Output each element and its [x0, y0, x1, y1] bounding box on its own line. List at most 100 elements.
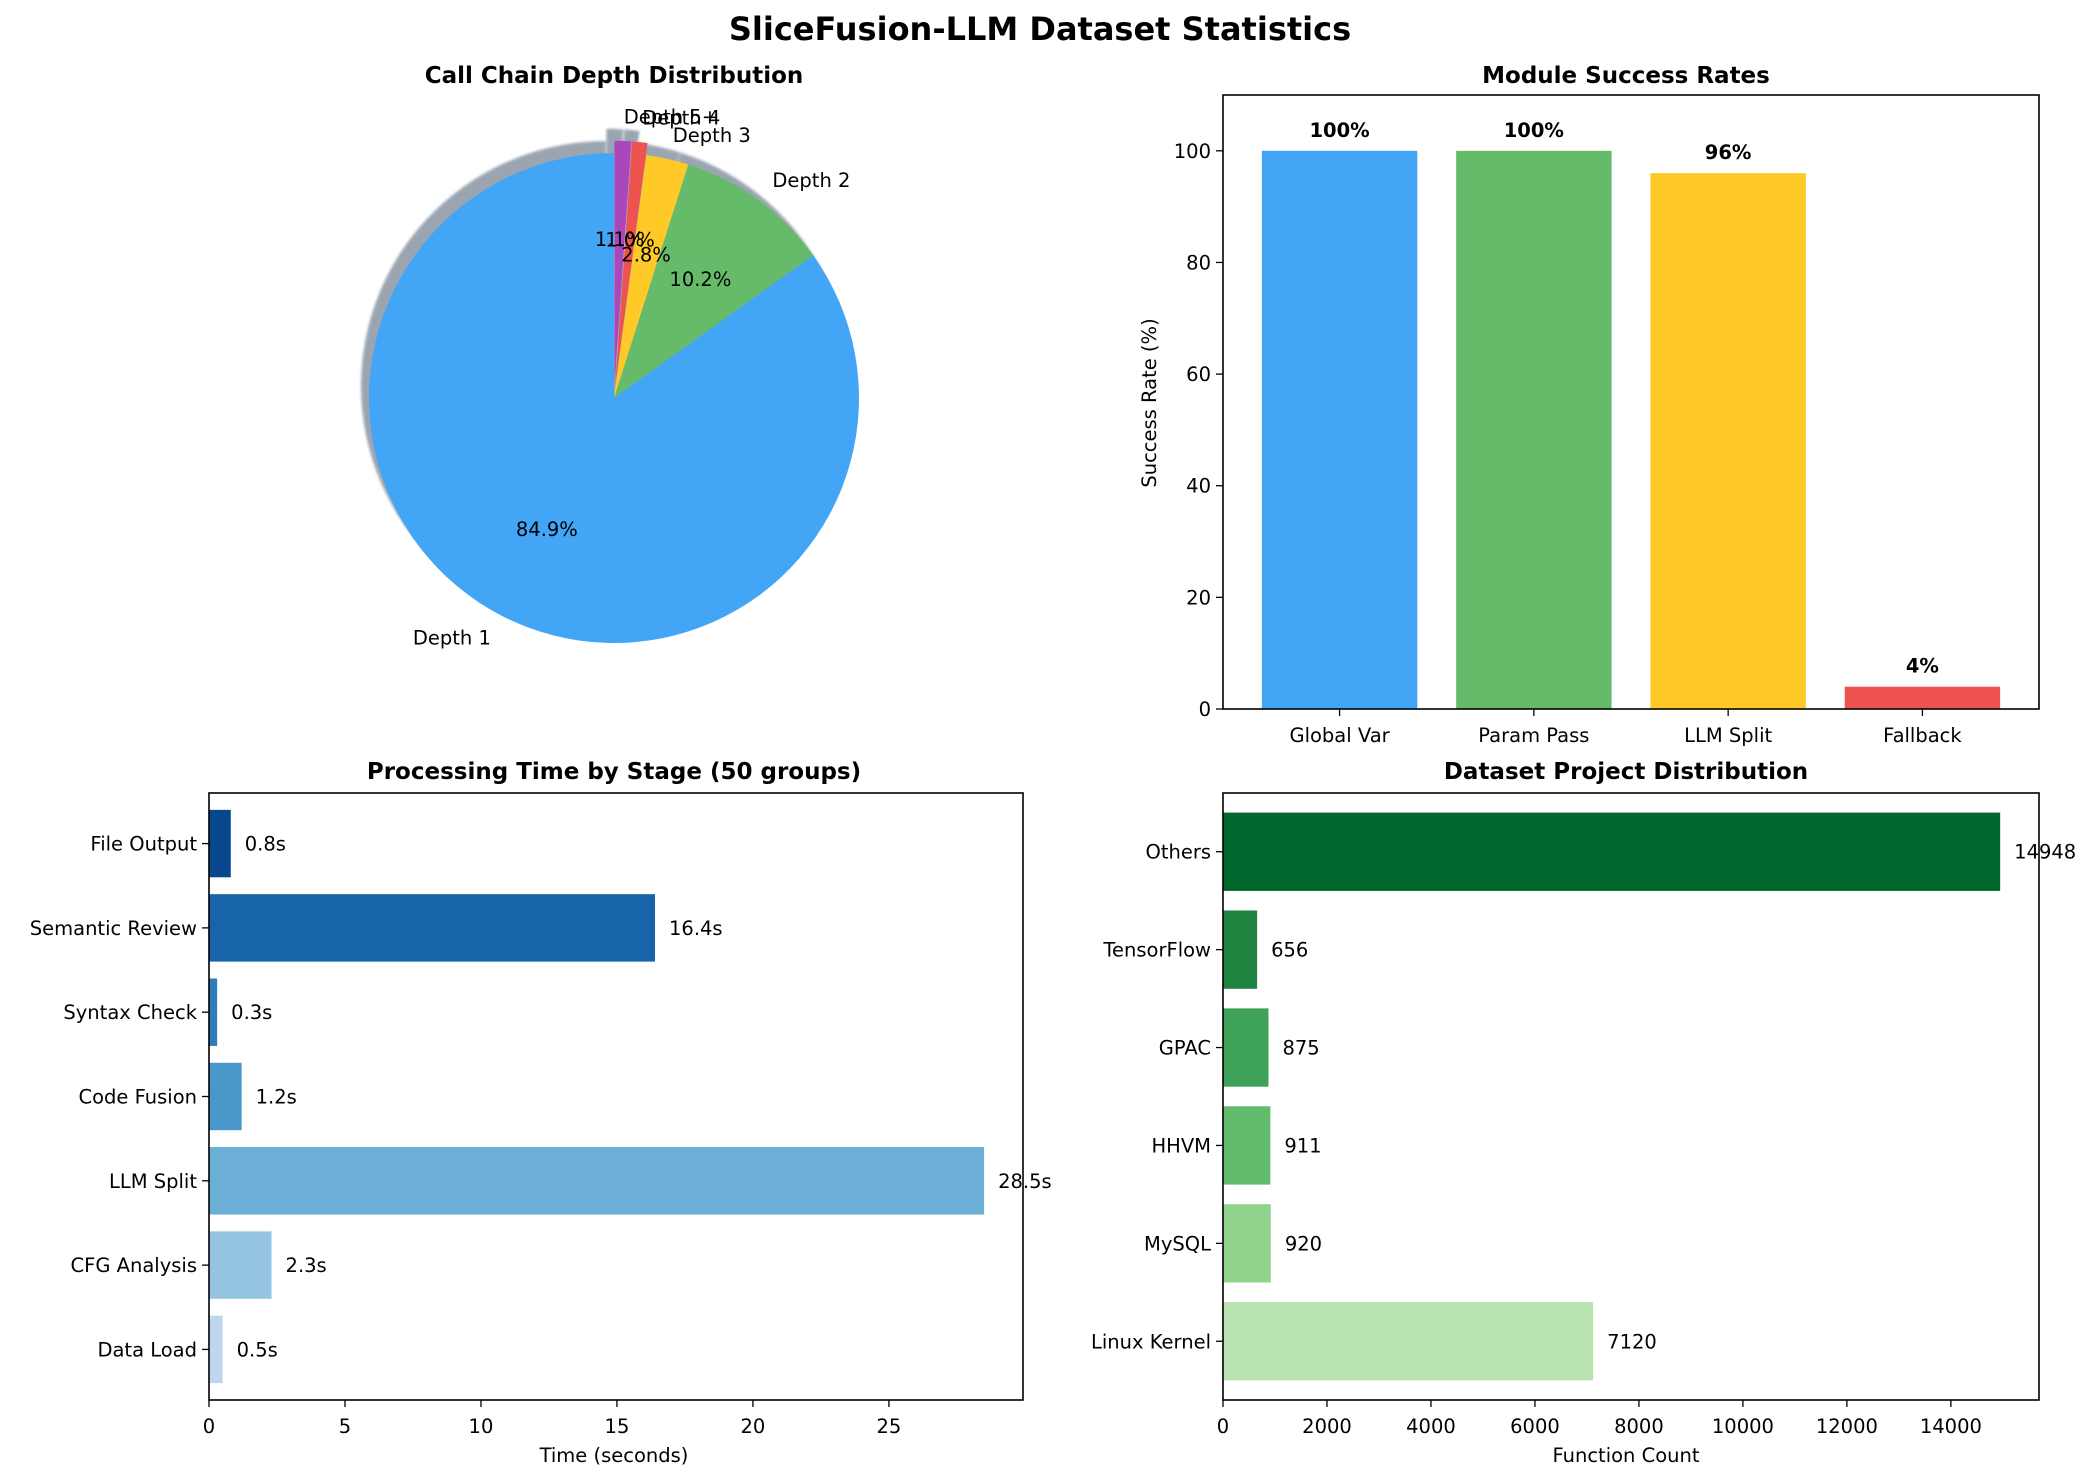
axes-frame: [1222, 792, 2040, 1401]
bar-hhvm: [1223, 1106, 1271, 1185]
x-tick-label: 5: [339, 1415, 351, 1438]
pie-slice-depth-3: [614, 155, 689, 398]
pie-slices: [368, 140, 859, 643]
processing-time-axes: Data Load CFG Analysis LLM Split Code Fusio…: [30, 792, 1024, 1438]
pie-pct-depth-5: 1.1%: [595, 228, 645, 251]
bar-value-label: 96%: [1705, 141, 1752, 164]
bar-value-label: 0.8s: [245, 833, 286, 856]
y-tick-label: HHVM: [1152, 1134, 1212, 1157]
processing-time-title: Processing Time by Stage (50 groups): [367, 759, 861, 785]
y-tick-label: Syntax Check: [63, 1001, 197, 1024]
bar-value-label: 100%: [1309, 119, 1369, 142]
y-tick-label: CFG Analysis: [71, 1254, 197, 1277]
pie-pct-depth-1: 84.9%: [516, 518, 578, 541]
x-tick-label: 10000: [1712, 1415, 1774, 1438]
x-tick-label: 8000: [1614, 1415, 1664, 1438]
y-tick-label: GPAC: [1159, 1037, 1211, 1060]
bar-value-label: 2.3s: [286, 1254, 327, 1277]
pie-label-depth-1: Depth 1: [413, 627, 491, 650]
x-tick-label: 2000: [1302, 1415, 1352, 1438]
bar-value-label: 0.3s: [231, 1001, 272, 1024]
bar-data-load: [209, 1315, 223, 1384]
bar-value-label: 911: [1284, 1134, 1321, 1157]
bar-param-pass: [1456, 150, 1612, 709]
x-tick-label: Param Pass: [1478, 724, 1589, 747]
bar-value-label: 656: [1271, 939, 1308, 962]
bar-llm-split: [209, 1147, 985, 1215]
project-distribution-chart-panel: Dataset Project Distribution 7120 920 911 8…: [1091, 759, 2076, 1467]
y-tick-label: TensorFlow: [1102, 939, 1211, 962]
processing-time-bars: 0.5s 2.3s 28.5s 1.2s 0.3s 16.4s 0.8s: [209, 809, 1052, 1384]
processing-time-xlabel: Time (seconds): [539, 1444, 689, 1467]
bar-value-label: 100%: [1504, 119, 1564, 142]
project-distribution-title: Dataset Project Distribution: [1444, 759, 1808, 785]
pie-label-depth-2: Depth 2: [772, 169, 850, 192]
bar-value-label: 0.5s: [237, 1338, 278, 1361]
x-tick-label: Global Var: [1289, 724, 1390, 747]
y-tick-label: File Output: [90, 833, 197, 856]
bar-file-output: [209, 809, 231, 878]
y-tick-label: 40: [1186, 475, 1211, 498]
pie-slice-depth-5: [614, 140, 632, 386]
axes-frame: [1222, 94, 2040, 710]
bar-linux-kernel: [1223, 1302, 1594, 1381]
bar-syntax-check: [209, 978, 218, 1046]
y-tick-label: 0: [1199, 698, 1211, 721]
pie-pct-depth-2: 10.2%: [669, 268, 731, 291]
pie-slice-depth-2: [614, 164, 814, 398]
figure-title: SliceFusion-LLM Dataset Statistics: [729, 10, 1351, 48]
bar-llm-split: [1650, 173, 1806, 710]
bar-value-label: 4%: [1906, 655, 1939, 678]
success-rate-ylabel: Success Rate (%): [1138, 318, 1161, 487]
x-tick-label: 14000: [1920, 1415, 1982, 1438]
y-tick-label: LLM Split: [109, 1170, 197, 1193]
bar-others: [1223, 812, 2001, 891]
pie-chart-panel: Call Chain Depth Distribution Depth 1 84.…: [360, 63, 859, 650]
pie-pct-depth-4: 1.0%: [605, 229, 655, 252]
bar-tensorflow: [1223, 910, 1258, 989]
bar-value-label: 920: [1285, 1232, 1322, 1255]
y-tick-label: Linux Kernel: [1091, 1330, 1211, 1353]
y-tick-label: Semantic Review: [30, 917, 197, 940]
bar-fallback: [1844, 686, 2001, 709]
processing-time-chart-panel: Processing Time by Stage (50 groups) 0.5…: [30, 759, 1052, 1467]
y-tick-label: 80: [1186, 251, 1211, 274]
project-distribution-bars: 7120 920 911 875 656 14948: [1223, 812, 2076, 1381]
pie-slice-depth-4: [615, 141, 648, 386]
success-rate-title: Module Success Rates: [1482, 63, 1770, 89]
bar-value-label: 7120: [1607, 1330, 1657, 1353]
x-tick-label: 0: [1217, 1415, 1229, 1438]
x-tick-label: 4000: [1406, 1415, 1456, 1438]
pie-label-depth-5: Depth 5+: [624, 105, 718, 128]
bar-mysql: [1223, 1204, 1271, 1283]
pie-pct-depth-3: 2.8%: [621, 244, 671, 267]
x-tick-label: Fallback: [1883, 724, 1962, 747]
axes-frame: [208, 792, 1024, 1401]
bar-value-label: 16.4s: [669, 917, 723, 940]
pie-label-depth-3: Depth 3: [673, 124, 751, 147]
project-distribution-axes: Linux Kernel MySQL HHVM GPAC TensorFlow Other…: [1091, 792, 2040, 1438]
y-tick-label: 100: [1174, 140, 1211, 163]
pie-slice-depth-1: [368, 153, 859, 643]
bar-value-label: 1.2s: [256, 1086, 297, 1109]
y-tick-label: Code Fusion: [79, 1086, 198, 1109]
bar-global-var: [1261, 150, 1418, 709]
x-tick-label: 20: [741, 1415, 766, 1438]
bar-semantic-review: [209, 894, 656, 962]
y-tick-label: Data Load: [97, 1338, 197, 1361]
bar-cfg-analysis: [209, 1231, 272, 1299]
y-tick-label: Others: [1145, 841, 1211, 864]
x-tick-label: 0: [203, 1415, 215, 1438]
y-tick-label: MySQL: [1144, 1232, 1211, 1255]
x-tick-label: 10: [469, 1415, 494, 1438]
bar-value-label: 875: [1282, 1037, 1319, 1060]
success-rate-axes: Global Var Param Pass LLM Split Fallback 0 20…: [1174, 94, 2040, 747]
success-rate-chart-panel: Module Success Rates 100% 100% 96% 4% Globa…: [1138, 63, 2040, 747]
x-tick-label: 6000: [1510, 1415, 1560, 1438]
x-tick-label: 25: [877, 1415, 902, 1438]
pie-labels: Depth 1 84.9% Depth 2 10.2% Depth 3 2.8% Depth…: [413, 105, 851, 649]
bar-value-label: 14948: [2014, 841, 2076, 864]
pie-title: Call Chain Depth Distribution: [425, 63, 804, 89]
success-rate-bars: 100% 100% 96% 4%: [1261, 119, 2001, 710]
